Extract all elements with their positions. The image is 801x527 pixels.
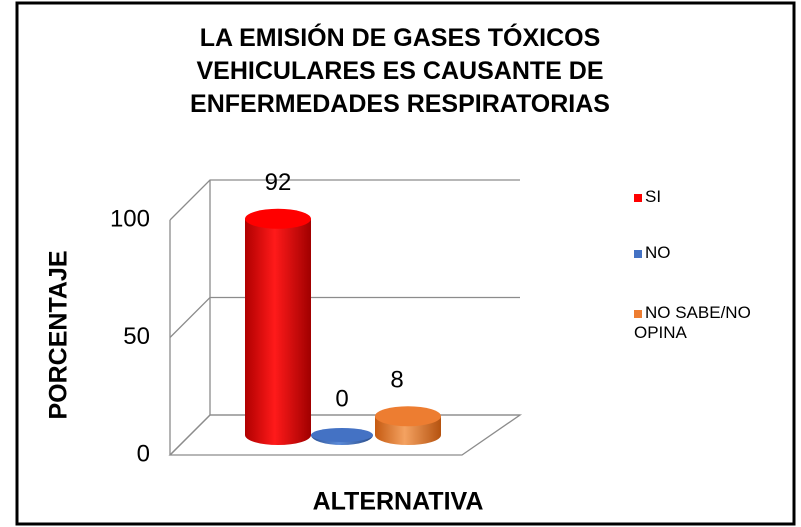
value-label: 0: [335, 385, 348, 412]
legend-item: NO SABE/NO OPINA: [634, 303, 784, 343]
y-tick-label: 0: [137, 440, 150, 467]
bar-body: [245, 218, 311, 445]
grid-line: [169, 296, 520, 338]
legend-label: SI: [645, 187, 662, 206]
value-label: 8: [390, 367, 403, 394]
legend-swatch: [634, 310, 642, 318]
x-axis-label: ALTERNATIVA: [313, 488, 484, 516]
y-axis-label: PORCENTAJE: [45, 250, 73, 419]
legend-swatch: [634, 250, 642, 258]
y-tick-label: 50: [123, 323, 150, 350]
legend-swatch: [634, 194, 642, 202]
bar-top: [245, 208, 311, 229]
bar: [245, 208, 311, 445]
chart-title: LA EMISIÓN DE GASES TÓXICOS VEHICULARES …: [190, 24, 610, 118]
value-label: 92: [265, 169, 292, 196]
legend-item: NO: [634, 243, 784, 263]
legend-label: NO SABE/NO OPINA: [634, 303, 751, 342]
legend-item: SI: [634, 187, 784, 207]
y-tick-label: 100: [110, 205, 150, 232]
bar: [311, 428, 373, 445]
legend-label: NO: [645, 243, 671, 262]
grid-line: [169, 179, 520, 221]
bar-top: [375, 406, 441, 427]
bar: [375, 406, 441, 445]
bar-top: [311, 428, 373, 442]
